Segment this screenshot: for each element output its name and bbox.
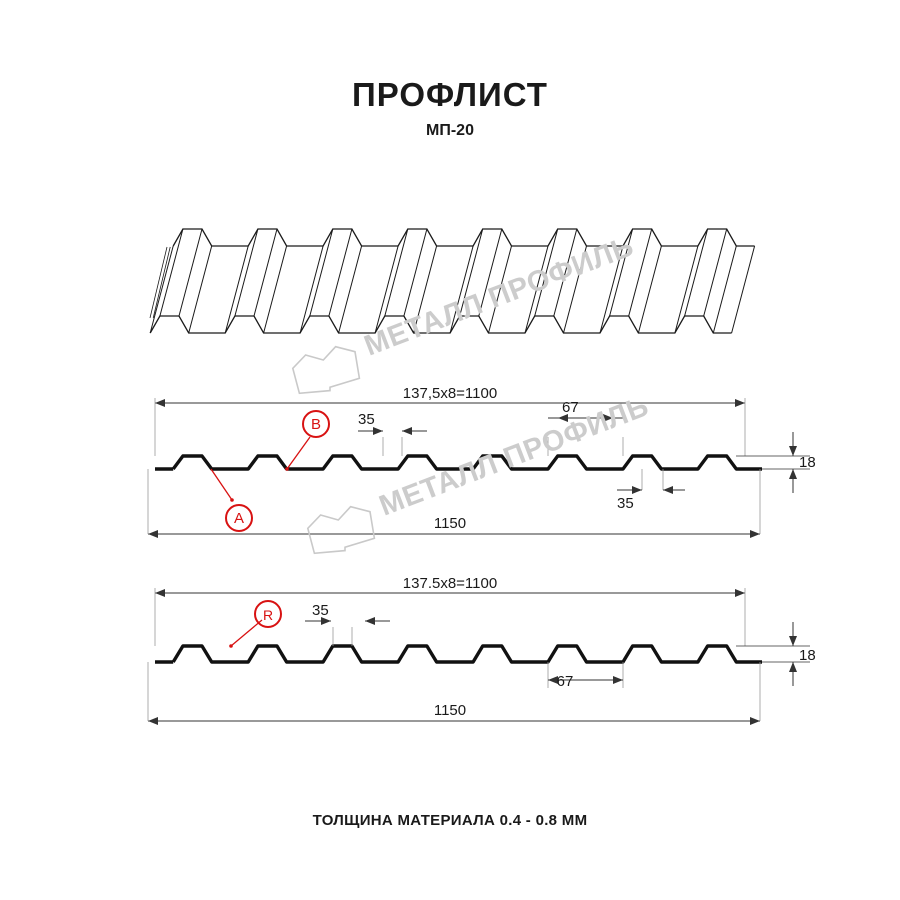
svg-text:B: B: [311, 416, 321, 433]
svg-text:18: 18: [799, 454, 816, 471]
svg-text:35: 35: [312, 602, 329, 619]
svg-text:A: A: [234, 510, 244, 527]
svg-text:137.5x8=1100: 137.5x8=1100: [403, 575, 497, 592]
svg-text:R: R: [263, 607, 273, 623]
svg-text:35: 35: [617, 495, 634, 512]
svg-text:137,5x8=1100: 137,5x8=1100: [403, 385, 497, 402]
svg-text:1150: 1150: [434, 515, 466, 532]
svg-text:1150: 1150: [434, 702, 466, 719]
svg-text:67: 67: [557, 673, 574, 690]
svg-text:35: 35: [358, 411, 375, 428]
svg-text:18: 18: [799, 647, 816, 664]
svg-text:67: 67: [562, 399, 579, 416]
